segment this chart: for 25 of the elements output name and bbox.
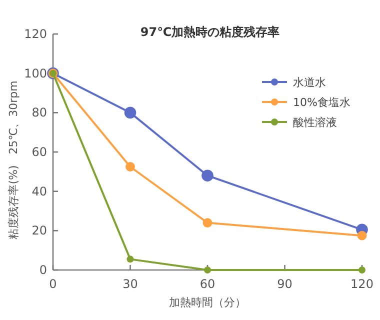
point [204,266,211,274]
y-tick-label: 60 [32,145,47,159]
y-tick-label: 120 [24,27,47,41]
y-tick-label: 100 [24,66,47,80]
x-tick-label: 60 [200,277,216,291]
y-tick-label: 0 [39,263,47,277]
point [126,162,135,172]
point [202,170,214,182]
x-axis-title: 加熱時間（分） [169,296,246,309]
y-axis-title: 粘度残存率(%) 25℃、30rpm [7,80,20,240]
y-tick-label: 40 [32,184,47,198]
x-tick-label: 0 [49,277,57,291]
y-tick-label: 20 [32,224,47,238]
x-tick-label: 30 [122,277,138,291]
point [202,218,212,228]
point [124,106,136,119]
point [126,256,134,263]
legend-label: 酸性溶液 [293,116,337,129]
x-tick-label: 120 [350,277,374,291]
x-tick-label: 90 [277,277,292,291]
legend-label: 水道水 [293,76,326,89]
point [357,230,367,240]
y-tick-label: 80 [32,106,47,120]
legend-label: 10%食塩水 [293,96,350,109]
chart-title: 97℃加熱時の粘度残存率 [140,25,280,39]
